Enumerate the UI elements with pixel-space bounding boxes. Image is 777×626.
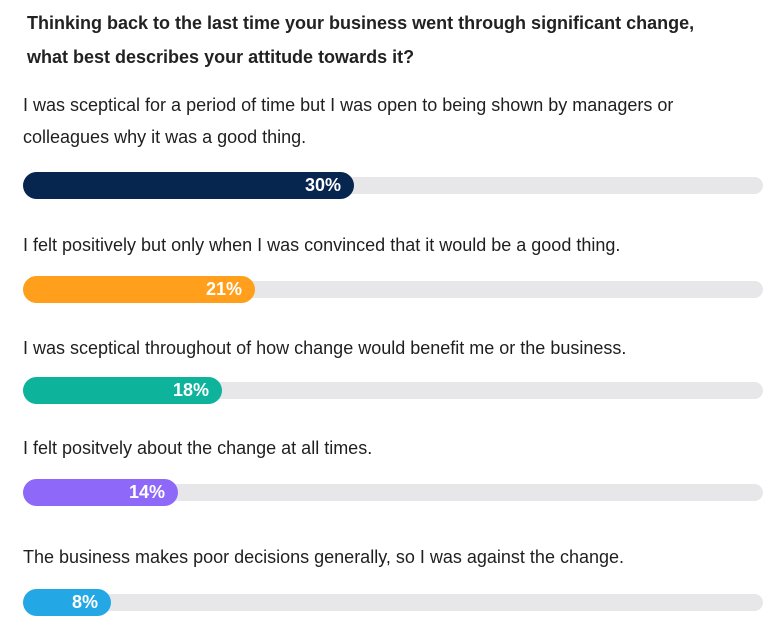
result-bar-fill: 8%: [23, 589, 111, 616]
answer-label: I felt positvely about the change at all…: [23, 432, 758, 464]
result-bar-value: 21%: [205, 279, 242, 299]
result-bar-fill: 14%: [23, 479, 178, 506]
answer-label-line: I was sceptical for a period of time but…: [23, 95, 674, 115]
answer-label-line: I was sceptical throughout of how change…: [23, 338, 627, 358]
result-bar-fill: 18%: [23, 377, 222, 404]
answer-label-line: I felt positively but only when I was co…: [23, 235, 621, 255]
question-title: Thinking back to the last time your busi…: [27, 6, 747, 74]
result-bar-value: 14%: [128, 482, 165, 502]
result-bar-track: 30%: [23, 172, 763, 199]
result-bar-value: 18%: [172, 380, 209, 400]
answer-label-line: I felt positvely about the change at all…: [23, 438, 373, 458]
answer-label: I felt positively but only when I was co…: [23, 229, 758, 261]
answer-label-line: colleagues why it was a good thing.: [23, 127, 307, 147]
result-bar-track: 14%: [23, 479, 763, 506]
question-line-2: what best describes your attitude toward…: [27, 47, 415, 67]
answer-label: The business makes poor decisions genera…: [23, 541, 758, 573]
answer-label: I was sceptical for a period of time but…: [23, 89, 758, 153]
result-bar-fill: 30%: [23, 172, 354, 199]
result-bar-value: 8%: [71, 592, 98, 612]
question-line-1: Thinking back to the last time your busi…: [27, 13, 695, 33]
result-bar-fill: 21%: [23, 276, 255, 303]
answer-label: I was sceptical throughout of how change…: [23, 332, 758, 364]
result-bar-track: 8%: [23, 589, 763, 616]
result-bar-value: 30%: [304, 175, 341, 195]
result-bar-track: 18%: [23, 377, 763, 404]
answer-label-line: The business makes poor decisions genera…: [23, 547, 625, 567]
result-bar-track: 21%: [23, 276, 763, 303]
